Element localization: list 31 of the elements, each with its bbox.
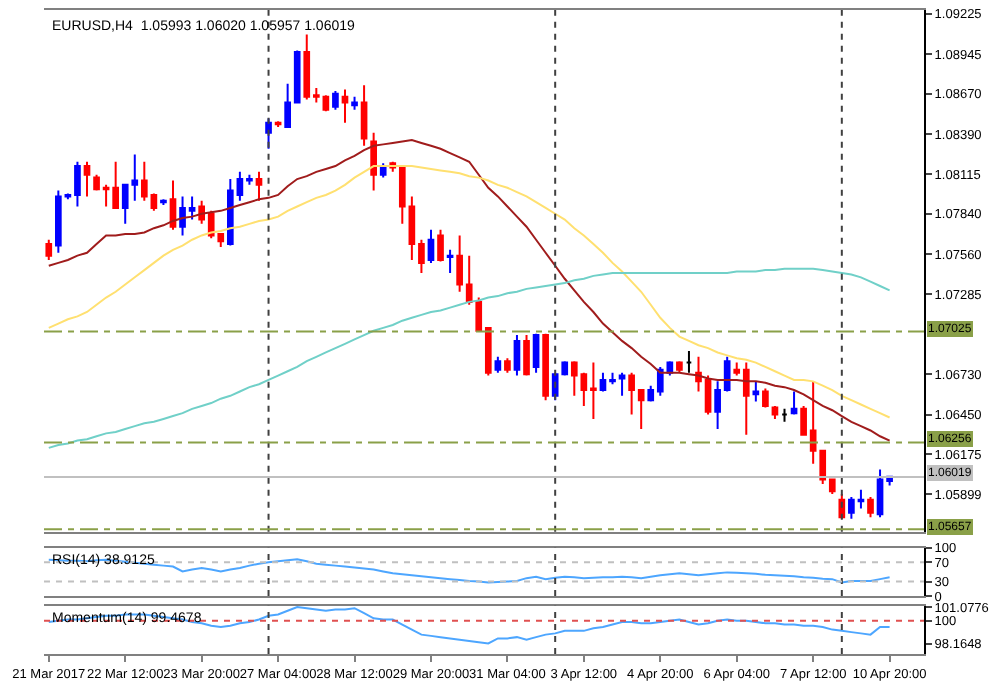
candlestick: [532, 332, 540, 374]
candlestick: [83, 160, 91, 198]
candlestick: [446, 248, 454, 274]
candlestick: [341, 88, 349, 124]
candlestick: [160, 198, 167, 207]
line-series: [47, 605, 891, 645]
candlestick: [867, 495, 874, 519]
candlestick: [790, 390, 798, 415]
candlestick: [781, 407, 788, 423]
candlestick: [513, 334, 521, 377]
candlestick: [379, 162, 387, 179]
candlestick: [351, 95, 358, 111]
line-series: [47, 165, 891, 419]
candlestick: [169, 179, 177, 231]
candlestick: [494, 355, 502, 374]
candlestick: [676, 360, 683, 374]
candlestick: [752, 380, 760, 403]
candlestick: [427, 228, 435, 264]
candlestick: [685, 350, 693, 374]
candlestick: [523, 334, 530, 377]
candlestick: [360, 84, 368, 147]
line-series: [47, 267, 891, 449]
candlestick: [370, 131, 377, 192]
candlestick: [542, 332, 549, 402]
line-series: [47, 139, 891, 442]
candlestick: [437, 228, 444, 263]
candlestick: [255, 170, 263, 202]
candlestick: [618, 371, 626, 397]
candlestick: [504, 357, 511, 374]
candlestick: [332, 89, 339, 111]
candlestick: [45, 238, 53, 261]
